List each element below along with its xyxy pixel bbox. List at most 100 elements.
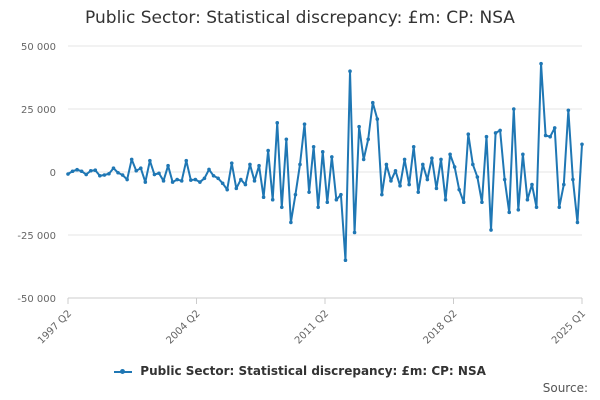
data-point[interactable] [543, 133, 548, 138]
data-point[interactable] [434, 186, 439, 191]
data-point[interactable] [275, 121, 280, 125]
data-point[interactable] [393, 168, 398, 173]
data-point[interactable] [311, 145, 316, 149]
data-point[interactable] [457, 187, 461, 192]
data-point[interactable] [366, 137, 371, 142]
data-point[interactable] [566, 108, 571, 113]
data-point[interactable] [316, 205, 320, 210]
data-point[interactable] [170, 180, 175, 184]
data-point[interactable] [530, 182, 534, 187]
data-point[interactable] [480, 200, 484, 205]
data-point[interactable] [580, 142, 584, 147]
data-point[interactable] [575, 220, 580, 225]
data-point[interactable] [216, 176, 220, 181]
data-point[interactable] [161, 179, 166, 183]
data-point[interactable] [79, 169, 84, 174]
data-point[interactable] [261, 195, 266, 199]
data-point[interactable] [248, 162, 252, 167]
data-point[interactable] [402, 157, 407, 162]
data-point[interactable] [461, 200, 466, 205]
data-point[interactable] [279, 205, 284, 210]
data-point[interactable] [302, 122, 307, 126]
data-point[interactable] [511, 107, 516, 111]
data-point[interactable] [211, 173, 216, 178]
data-point[interactable] [93, 168, 98, 173]
data-point[interactable] [571, 177, 575, 182]
data-point[interactable] [120, 173, 125, 177]
data-point[interactable] [70, 169, 75, 174]
data-point[interactable] [138, 166, 143, 171]
data-point[interactable] [357, 124, 361, 129]
data-point[interactable] [107, 171, 111, 176]
data-point[interactable] [430, 156, 434, 160]
data-point[interactable] [548, 134, 552, 139]
data-point[interactable] [220, 181, 225, 186]
legend[interactable]: Public Sector: Statistical discrepancy: … [0, 364, 600, 378]
data-point[interactable] [557, 205, 562, 210]
data-point[interactable] [452, 165, 457, 169]
data-point[interactable] [398, 184, 402, 188]
data-point[interactable] [384, 162, 389, 167]
data-point[interactable] [202, 176, 207, 181]
data-point[interactable] [562, 182, 566, 187]
data-point[interactable] [98, 173, 102, 178]
data-point[interactable] [252, 179, 257, 183]
data-point[interactable] [229, 161, 234, 165]
data-point[interactable] [352, 230, 357, 235]
data-point[interactable] [189, 178, 193, 182]
data-point[interactable] [257, 163, 261, 168]
data-point[interactable] [516, 208, 521, 212]
data-point[interactable] [425, 177, 430, 182]
data-point[interactable] [116, 170, 120, 175]
data-point[interactable] [489, 228, 493, 232]
data-point[interactable] [552, 126, 557, 130]
data-point[interactable] [239, 177, 243, 182]
data-point[interactable] [129, 157, 134, 162]
data-point[interactable] [234, 186, 239, 191]
data-point[interactable] [175, 177, 179, 182]
data-point[interactable] [148, 158, 152, 163]
data-point[interactable] [88, 168, 93, 173]
data-point[interactable] [289, 220, 293, 225]
data-point[interactable] [507, 210, 512, 215]
data-point[interactable] [193, 177, 198, 182]
data-point[interactable] [380, 192, 384, 197]
data-point[interactable] [266, 148, 270, 153]
data-point[interactable] [298, 162, 302, 167]
data-point[interactable] [475, 175, 480, 179]
data-point[interactable] [502, 177, 507, 182]
data-point[interactable] [307, 190, 311, 194]
data-point[interactable] [207, 167, 211, 172]
data-point[interactable] [330, 155, 334, 159]
data-point[interactable] [102, 173, 107, 177]
data-point[interactable] [471, 162, 475, 167]
data-point[interactable] [525, 197, 530, 202]
data-point[interactable] [361, 157, 366, 162]
data-point[interactable] [125, 177, 129, 182]
data-point[interactable] [416, 190, 421, 194]
data-point[interactable] [521, 152, 525, 157]
data-point[interactable] [243, 182, 248, 187]
data-point[interactable] [339, 192, 343, 197]
data-point[interactable] [420, 162, 425, 167]
data-point[interactable] [166, 163, 170, 168]
data-point[interactable] [343, 258, 348, 263]
data-point[interactable] [375, 117, 380, 121]
data-point[interactable] [66, 172, 70, 176]
data-point[interactable] [484, 134, 489, 139]
data-point[interactable] [320, 150, 325, 154]
data-point[interactable] [198, 180, 202, 184]
data-point[interactable] [443, 197, 448, 202]
data-point[interactable] [448, 152, 452, 157]
data-point[interactable] [325, 200, 330, 205]
data-point[interactable] [270, 197, 275, 202]
data-point[interactable] [411, 145, 416, 149]
data-point[interactable] [143, 180, 148, 184]
data-point[interactable] [75, 167, 79, 172]
data-point[interactable] [225, 187, 230, 192]
data-point[interactable] [111, 166, 116, 171]
data-point[interactable] [493, 131, 498, 135]
data-point[interactable] [498, 128, 502, 133]
data-point[interactable] [539, 61, 543, 66]
data-point[interactable] [534, 205, 539, 210]
